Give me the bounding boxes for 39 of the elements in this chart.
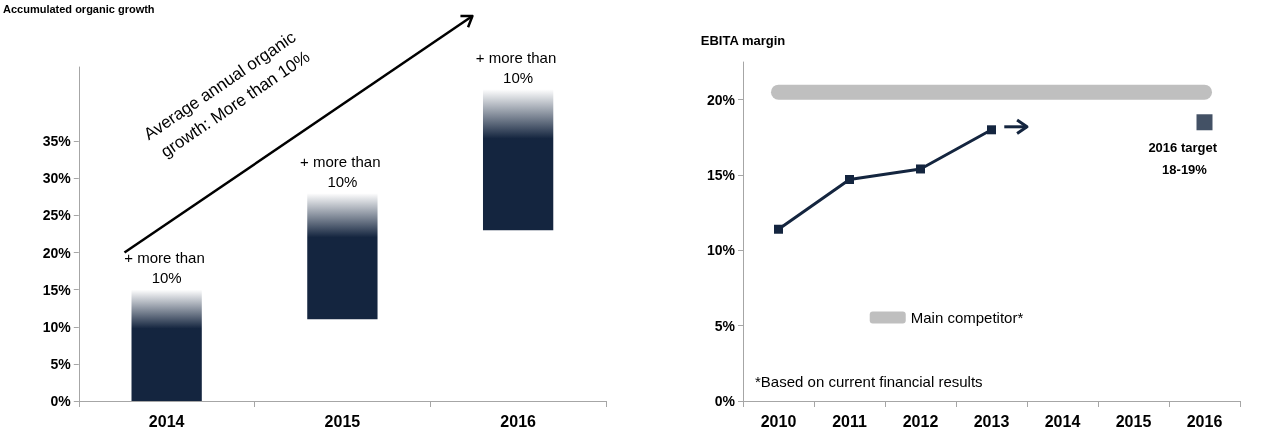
annotation: 2016 target 18-19% <box>1148 139 1221 177</box>
annotation: + more than 10% <box>475 48 561 86</box>
y-tick-label: 20% <box>706 91 736 108</box>
x-tick-label: 2015 <box>324 412 361 430</box>
bar <box>307 193 378 320</box>
legend-label: Main competitor* <box>910 309 1024 326</box>
y-tick-label: 20% <box>42 244 72 261</box>
y-tick-label: 10% <box>706 242 736 259</box>
x-tick-label: 2012 <box>902 412 939 430</box>
y-axis-title: Accumulated organic growth <box>3 2 155 15</box>
bar <box>131 289 202 401</box>
y-tick-label: 15% <box>706 167 736 183</box>
point <box>774 224 783 234</box>
x-tick-label: 2015 <box>1115 412 1152 430</box>
x-tick-label: 2013 <box>973 412 1010 430</box>
x-tick-label: 2010 <box>760 412 797 430</box>
y-axis-title: EBITA margin <box>700 33 786 48</box>
x-tick-label: 2014 <box>148 412 185 430</box>
bar <box>482 89 554 231</box>
x-tick-label: 2016 <box>1186 412 1223 430</box>
y-tick-label: 5% <box>50 355 72 372</box>
annotation: + more than 10% <box>300 152 385 190</box>
point <box>916 164 925 174</box>
y-tick-label: 15% <box>42 281 72 298</box>
point <box>845 175 854 185</box>
annotation: *Based on current financial results <box>755 372 983 390</box>
point <box>987 125 996 135</box>
y-tick-label: 35% <box>42 133 72 150</box>
x-tick-label: 2011 <box>832 412 867 430</box>
y-tick-label: 30% <box>42 170 72 187</box>
y-tick-label: 25% <box>42 207 72 224</box>
y-tick-label: 5% <box>714 317 736 334</box>
x-tick-label: 2014 <box>1044 412 1081 430</box>
x-tick-label: 2016 <box>500 412 537 430</box>
y-tick-label: 0% <box>714 393 736 409</box>
y-tick-label: 0% <box>50 393 72 409</box>
point <box>1196 114 1213 131</box>
y-tick-label: 10% <box>42 318 72 335</box>
annotation: + more than 10% <box>124 249 209 287</box>
